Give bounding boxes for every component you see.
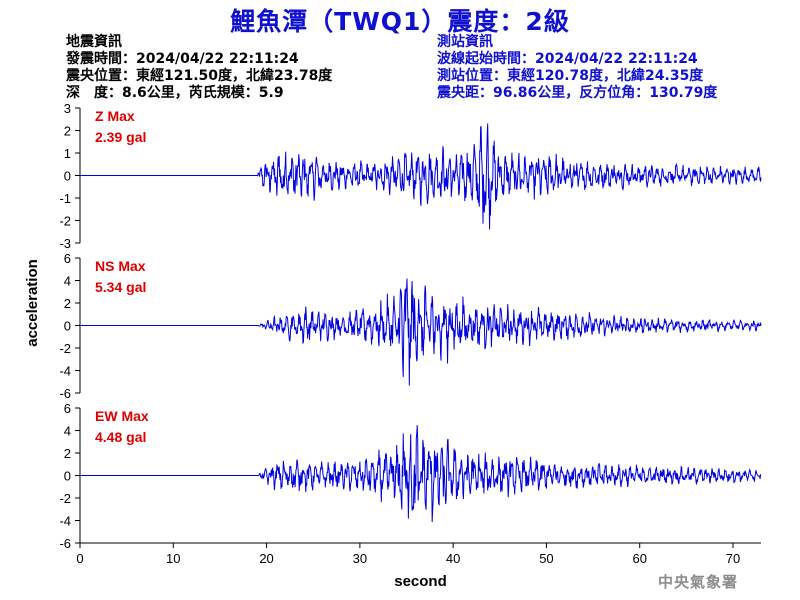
x-axis-title: second <box>394 573 447 590</box>
y-tick-label-ew: -4 <box>59 514 71 529</box>
x-tick-label: 50 <box>539 551 553 566</box>
max-value-z: 2.39 gal <box>95 129 146 145</box>
x-tick-label: 0 <box>76 551 83 566</box>
event-info-heading: 地震資訊 <box>66 34 122 50</box>
y-tick-label-z: -3 <box>59 236 71 251</box>
station-location: 測站位置：東經120.78度，北緯24.35度 <box>437 68 704 84</box>
y-tick-label-ns: 6 <box>64 251 71 266</box>
waveform-ns <box>80 278 762 386</box>
y-tick-label-z: 0 <box>64 169 71 184</box>
max-value-ew: 4.48 gal <box>95 429 146 445</box>
epicenter-location: 震央位置：東經121.50度，北緯23.78度 <box>66 68 333 84</box>
depth-magnitude: 深 度：8.6公里，芮氏規模：5.9 <box>66 85 284 101</box>
y-tick-label-z: -2 <box>59 214 71 229</box>
x-tick-label: 30 <box>353 551 367 566</box>
station-info-block: 測站資訊 波線起始時間：2024/04/22 22:11:24 測站位置：東經1… <box>437 34 717 102</box>
y-tick-label-ew: 2 <box>64 446 71 461</box>
y-tick-label-z: 3 <box>64 101 71 116</box>
max-label-z: Z Max <box>95 108 135 124</box>
y-tick-label-ew: 6 <box>64 401 71 416</box>
max-value-ns: 5.34 gal <box>95 279 146 295</box>
y-tick-label-ns: 4 <box>64 274 71 289</box>
y-tick-label-ns: -2 <box>59 341 71 356</box>
station-info-heading: 測站資訊 <box>437 34 493 50</box>
waveform-z <box>80 123 762 230</box>
waveform-ew <box>80 425 762 523</box>
wave-start-time: 波線起始時間：2024/04/22 22:11:24 <box>437 51 698 67</box>
y-axis-title: acceleration <box>24 259 41 347</box>
origin-time: 發震時間：2024/04/22 22:11:24 <box>66 51 299 67</box>
x-tick-label: 20 <box>259 551 273 566</box>
y-tick-label-z: -1 <box>59 191 71 206</box>
x-tick-label: 40 <box>446 551 460 566</box>
y-tick-label-ew: 4 <box>64 424 71 439</box>
y-tick-label-z: 2 <box>64 124 71 139</box>
page-title: 鯉魚潭（TWQ1）震度：2級 <box>230 7 570 36</box>
y-tick-label-ns: -4 <box>59 364 71 379</box>
x-tick-label: 60 <box>632 551 646 566</box>
y-tick-label-z: 1 <box>64 146 71 161</box>
agency-watermark: 中央氣象署 <box>658 573 739 591</box>
event-info-block: 地震資訊 發震時間：2024/04/22 22:11:24 震央位置：東經121… <box>66 34 332 102</box>
y-tick-label-ns: -6 <box>59 386 71 401</box>
x-tick-label: 70 <box>726 551 740 566</box>
y-tick-label-ns: 2 <box>64 296 71 311</box>
y-tick-label-ew: -6 <box>59 536 71 551</box>
max-label-ns: NS Max <box>95 258 146 274</box>
x-tick-label: 10 <box>166 551 180 566</box>
y-tick-label-ns: 0 <box>64 319 71 334</box>
y-tick-label-ew: -2 <box>59 491 71 506</box>
max-label-ew: EW Max <box>95 408 149 424</box>
y-tick-label-ew: 0 <box>64 469 71 484</box>
distance-azimuth: 震央距：96.86公里，反方位角：130.79度 <box>437 85 718 101</box>
